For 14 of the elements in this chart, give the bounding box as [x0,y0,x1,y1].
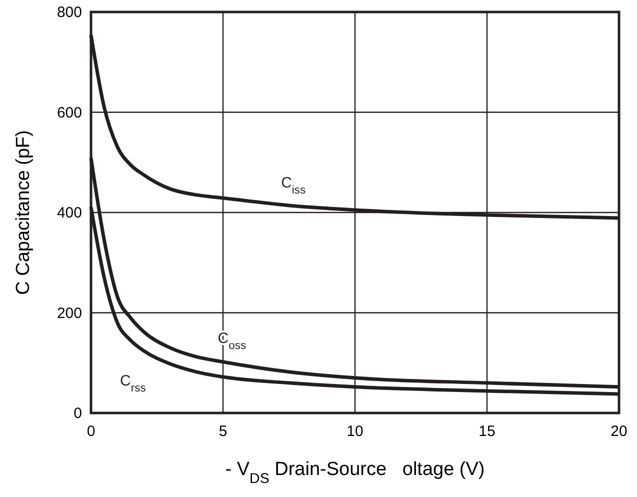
x-axis-title: - V$_{DS}$ Drain-Source oltage (V) [225,459,485,487]
x-tick-label: 0 [86,423,96,440]
series-label: C$_{rss}$ [120,372,146,394]
y-tick-label: 800 [56,4,82,21]
y-tick-label: 400 [56,204,82,222]
x-tick-label: 5 [218,423,228,440]
x-tick-label: 10 [346,423,364,440]
x-tick-label: 20 [610,423,628,440]
series-label: C$_{iss}$ [281,174,306,196]
y-tick-label: 0 [74,405,82,422]
y-tick-label: 200 [56,304,82,322]
x-tick-label: 15 [478,423,496,440]
y-tick-label: 600 [56,104,82,122]
y-axis-title: C Capacitance (pF) [13,130,34,295]
